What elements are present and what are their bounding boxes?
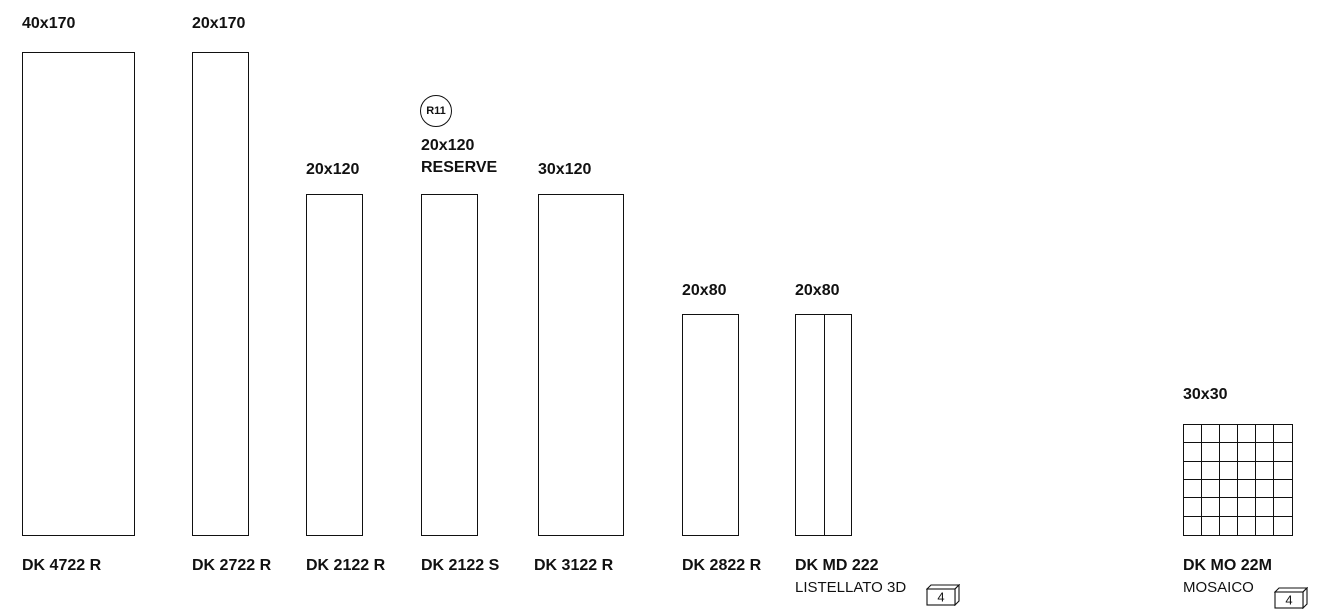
tile-dk-md-222: [795, 314, 852, 536]
product-code-dk-3122-r: DK 3122 R: [534, 557, 614, 574]
size-label-dk-mo-22m: 30x30: [1183, 386, 1228, 403]
box-count: 4: [1285, 593, 1292, 608]
tile-dk-2122-s: [421, 194, 478, 536]
tile-dk-2822-r: [682, 314, 739, 536]
size-label-dk-2722-r: 20x170: [192, 15, 246, 32]
tile-divider-line: [823, 315, 825, 535]
size-label-dk-2122-s: 20x120: [421, 137, 475, 154]
tile-dk-mo-22m-mosaic: [1183, 424, 1293, 536]
product-code-dk-2122-r: DK 2122 R: [306, 557, 386, 574]
product-code-dk-2822-r: DK 2822 R: [682, 557, 762, 574]
product-code-dk-md-222: DK MD 222: [795, 557, 879, 574]
subtitle-mosaico: MOSAICO: [1183, 579, 1254, 596]
tile-dk-4722-r: [22, 52, 135, 536]
size-label-dk-md-222: 20x80: [795, 282, 840, 299]
subtitle-listellato-3d: LISTELLATO 3D: [795, 579, 907, 596]
tile-dk-2122-r: [306, 194, 363, 536]
size-label-dk-3122-r: 30x120: [538, 161, 592, 178]
product-code-dk-4722-r: DK 4722 R: [22, 557, 102, 574]
mosaic-grid: [1184, 425, 1292, 535]
size-label-dk-2122-r: 20x120: [306, 161, 360, 178]
product-code-dk-2722-r: DK 2722 R: [192, 557, 272, 574]
box-count: 4: [937, 590, 944, 605]
r11-slip-rating-badge: R11: [420, 95, 452, 127]
reserve-label-dk-2122-s: RESERVE: [421, 159, 498, 176]
tile-dk-3122-r: [538, 194, 624, 536]
package-box-icon: 4: [926, 584, 960, 606]
size-label-dk-4722-r: 40x170: [22, 15, 76, 32]
tile-dk-2722-r: [192, 52, 249, 536]
package-box-icon: 4: [1274, 587, 1308, 609]
product-code-dk-mo-22m: DK MO 22M: [1183, 557, 1272, 574]
product-code-dk-2122-s: DK 2122 S: [421, 557, 500, 574]
size-label-dk-2822-r: 20x80: [682, 282, 727, 299]
